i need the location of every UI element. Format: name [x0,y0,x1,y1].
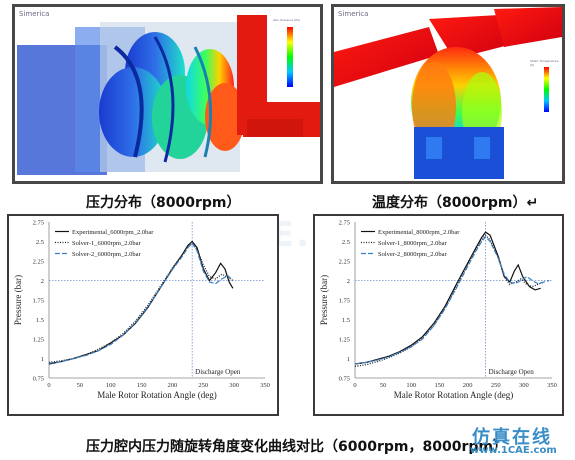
y-tick-label: 0.75 [33,376,44,383]
discharge-open-annotation: Discharge Open [489,368,535,376]
y-axis-label: Pressure (bar) [319,275,329,325]
x-tick-label: 50 [380,382,387,389]
x-tick-label: 50 [77,382,84,389]
x-tick-label: 200 [463,382,473,389]
legend-label: Solver-1_8000rpm_2.0bar [378,240,447,247]
chart-6000rpm: 0.75 1 1.25 1.5 1.75 2 2.25 2.5 2.75 0 50 100 150 200… [13,220,270,401]
comparison-caption: 压力腔内压力随旋转角度变化曲线对比（6000rpm，8000rpm） [86,439,507,455]
x-tick-label: 150 [137,382,147,389]
x-tick-label: 0 [353,382,356,389]
x-tick-label: 300 [519,382,529,389]
x-tick-label: 350 [260,382,270,389]
temperature-panel-brand: Simerica [338,10,369,18]
y-tick-label: 2.25 [33,259,44,266]
x-tick-label: 200 [168,382,178,389]
x-tick-label: 100 [106,382,116,389]
legend-label: Experimental_6000rpm_2.0bar [72,229,154,236]
y-tick-label: 2.5 [36,239,44,246]
temperature-contour-image [334,7,562,181]
y-tick-label: 1.25 [339,337,350,344]
series-line-dashed [48,242,234,364]
x-axis-label: Male Rotor Rotation Angle (deg) [97,390,216,400]
temperature-colorbar [544,67,549,112]
series-line-dashed [354,235,550,365]
watermark-site-cn: 仿真在线 [472,427,552,448]
x-tick-label: 250 [491,382,501,389]
temperature-colorbar-title: Static Temperature (K) [530,59,559,67]
x-tick-label: 250 [198,382,208,389]
y-tick-label: 2.25 [339,259,350,266]
x-tick-label: 150 [435,382,445,389]
pressure-contour-image [15,7,320,181]
x-axis-label: Male Rotor Rotation Angle (deg) [394,390,513,400]
y-tick-label: 1 [347,356,350,363]
y-tick-label: 1.5 [36,317,44,324]
y-tick-label: 1.5 [342,317,350,324]
series-line-solid [354,231,541,365]
discharge-open-annotation: Discharge Open [195,368,241,376]
pressure-colorbar-title: Abs. Pressure (Pa) [273,18,301,22]
y-tick-label: 1.75 [33,298,44,305]
chart-8000rpm-frame: 0.75 1 1.25 1.5 1.75 2 2.25 2.5 2.75 0 50 100 150 200… [313,214,564,416]
legend-label: Solver-2_8000rpm_2.0bar [378,251,447,258]
temperature-contour-panel: Simerica Static Temperature (K) [331,4,565,184]
x-tick-label: 100 [406,382,416,389]
series-line-solid [48,240,234,365]
temperature-caption: 温度分布（8000rpm）↵ [372,195,539,211]
y-tick-label: 0.75 [339,376,350,383]
y-tick-label: 2.75 [339,220,350,227]
y-tick-label: 1.25 [33,337,44,344]
chart-6000rpm-frame: 0.75 1 1.25 1.5 1.75 2 2.25 2.5 2.75 0 50 100 150 200… [7,214,279,416]
y-tick-label: 2 [41,278,44,285]
pressure-contour-panel: Simerica Abs. Pressure (Pa) [12,4,323,184]
series-line-dotted [48,242,234,364]
x-tick-label: 300 [229,382,239,389]
watermark-site-url: www.1CAE.com [470,445,557,456]
pressure-caption: 压力分布（8000rpm） [86,195,241,211]
y-tick-label: 2.5 [342,239,350,246]
pressure-colorbar [287,27,293,87]
y-tick-label: 2.75 [33,220,44,227]
x-tick-label: 0 [47,382,50,389]
y-axis-label: Pressure (bar) [13,275,23,325]
y-tick-label: 1 [41,356,44,363]
legend-label: Experimental_8000rpm_2.0bar [378,229,460,236]
chart-8000rpm: 0.75 1 1.25 1.5 1.75 2 2.25 2.5 2.75 0 50 100 150 200… [319,220,557,401]
legend-label: Solver-1_6000rpm_2.0bar [72,240,141,247]
legend-label: Solver-2_6000rpm_2.0bar [72,251,141,258]
x-tick-label: 350 [547,382,557,389]
y-tick-label: 2 [347,278,350,285]
series-line-dotted [354,234,544,367]
y-tick-label: 1.75 [339,298,350,305]
pressure-panel-brand: Simerica [19,10,50,18]
